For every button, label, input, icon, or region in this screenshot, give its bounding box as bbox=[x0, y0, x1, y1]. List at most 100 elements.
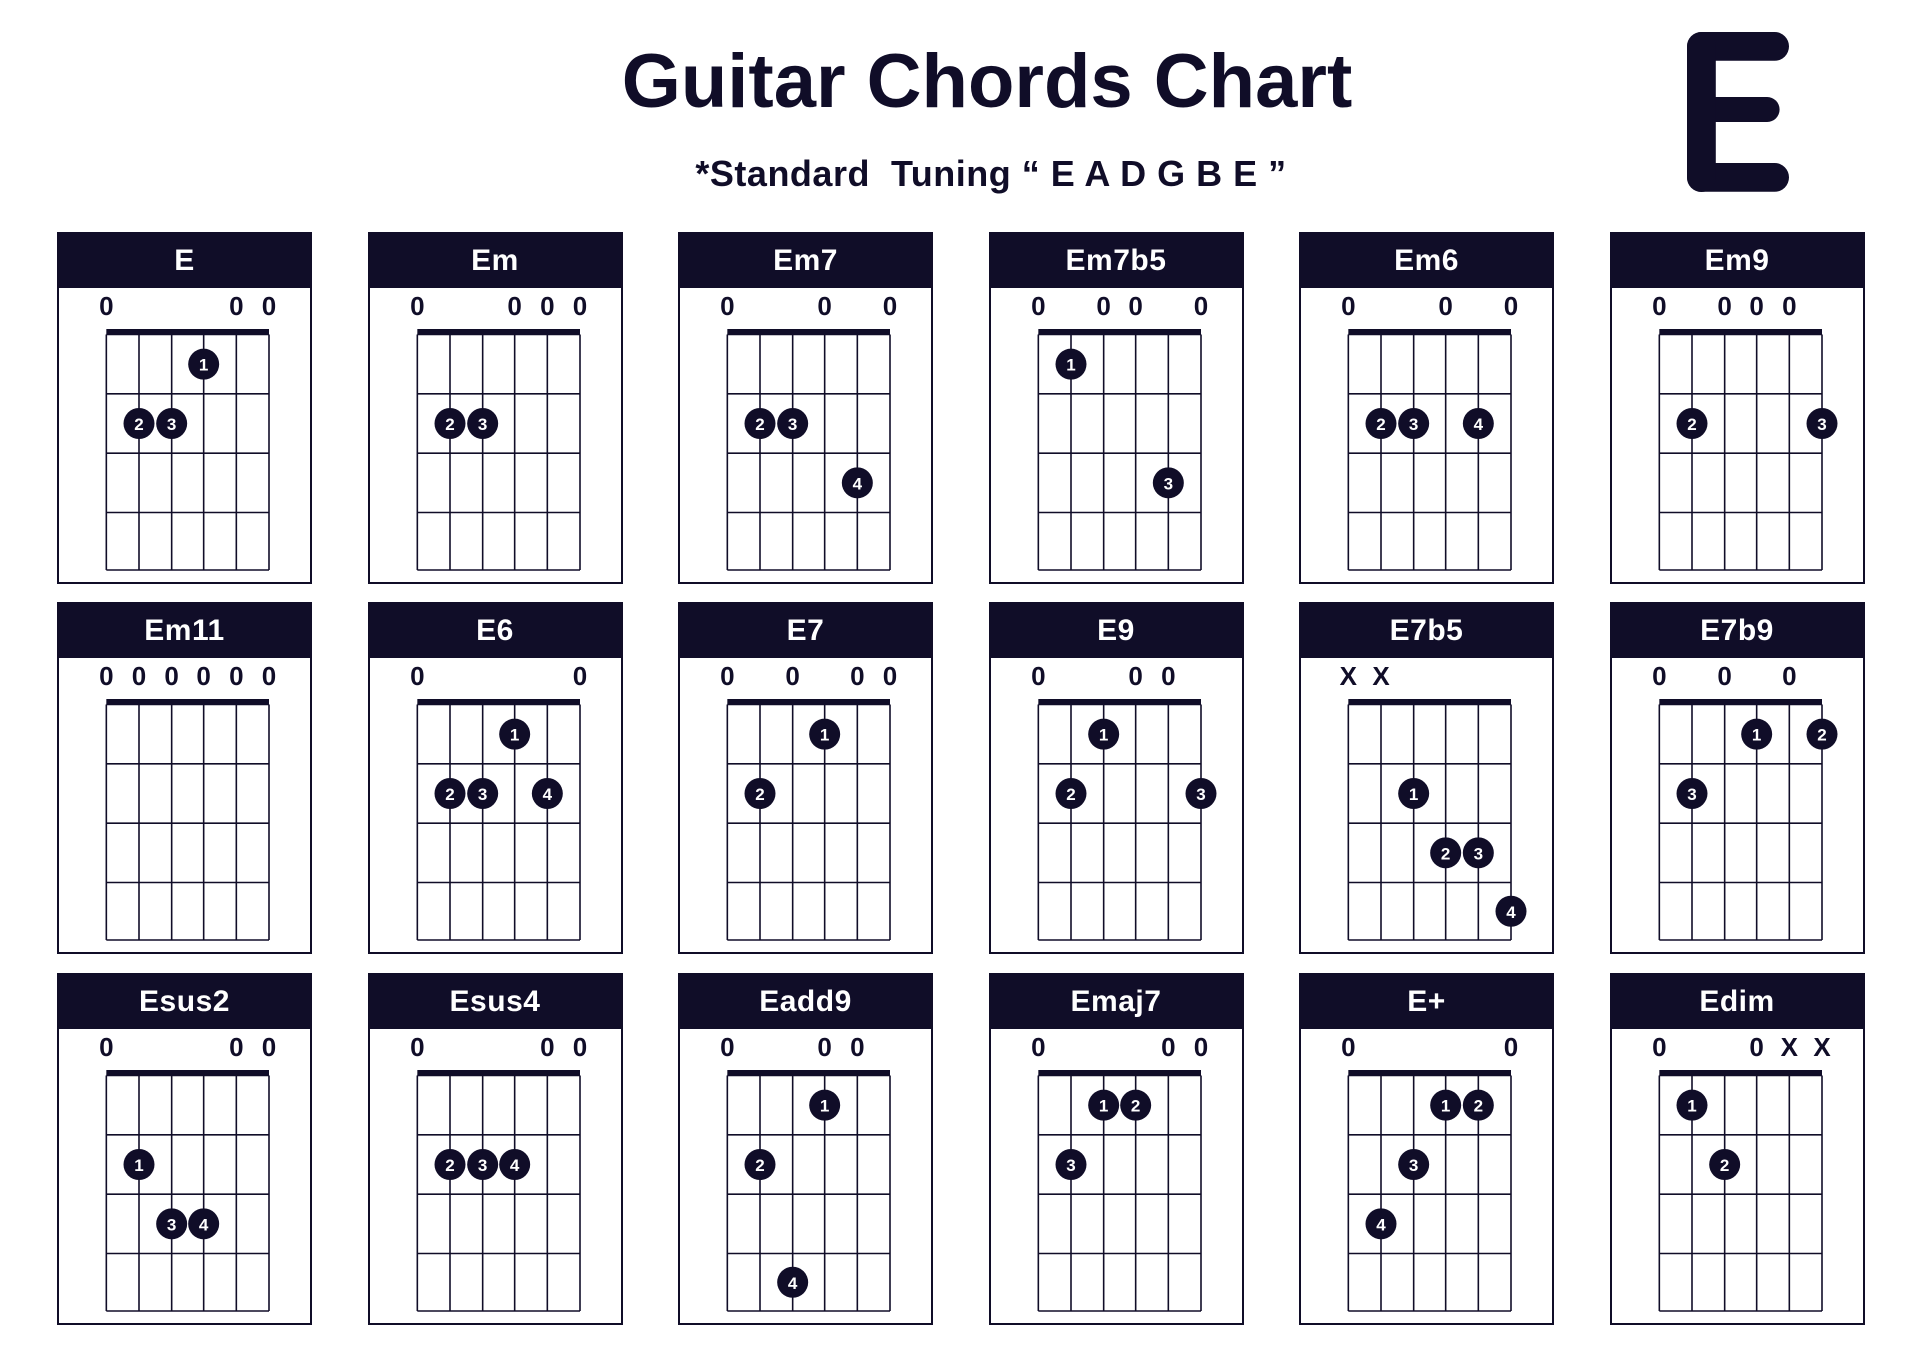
svg-text:2: 2 bbox=[1817, 726, 1826, 745]
svg-text:0: 0 bbox=[262, 1032, 276, 1062]
svg-text:1: 1 bbox=[1409, 785, 1418, 804]
svg-text:2: 2 bbox=[1441, 845, 1450, 864]
svg-text:3: 3 bbox=[1687, 785, 1696, 804]
svg-text:0: 0 bbox=[1193, 291, 1207, 321]
svg-text:0: 0 bbox=[540, 1032, 554, 1062]
svg-text:0: 0 bbox=[720, 661, 734, 691]
svg-text:3: 3 bbox=[477, 1156, 486, 1175]
svg-text:2: 2 bbox=[445, 415, 454, 434]
svg-text:0: 0 bbox=[1161, 661, 1175, 691]
svg-text:0: 0 bbox=[507, 291, 521, 321]
svg-text:0: 0 bbox=[229, 1032, 243, 1062]
svg-text:1: 1 bbox=[1066, 356, 1075, 375]
svg-text:0: 0 bbox=[132, 661, 146, 691]
svg-text:4: 4 bbox=[853, 474, 863, 493]
svg-text:0: 0 bbox=[410, 661, 424, 691]
svg-text:0: 0 bbox=[1782, 291, 1796, 321]
svg-text:3: 3 bbox=[167, 415, 176, 434]
svg-text:3: 3 bbox=[167, 1215, 176, 1234]
svg-text:0: 0 bbox=[1717, 661, 1731, 691]
svg-text:0: 0 bbox=[572, 291, 586, 321]
svg-text:2: 2 bbox=[1687, 415, 1696, 434]
svg-text:2: 2 bbox=[1719, 1156, 1728, 1175]
svg-text:0: 0 bbox=[1717, 291, 1731, 321]
svg-text:3: 3 bbox=[1817, 415, 1826, 434]
svg-text:2: 2 bbox=[445, 1156, 454, 1175]
svg-text:2: 2 bbox=[445, 785, 454, 804]
svg-text:1: 1 bbox=[199, 356, 208, 375]
svg-text:4: 4 bbox=[509, 1156, 519, 1175]
svg-text:X: X bbox=[1372, 661, 1390, 691]
svg-text:0: 0 bbox=[883, 291, 897, 321]
svg-text:0: 0 bbox=[1031, 661, 1045, 691]
svg-text:0: 0 bbox=[410, 291, 424, 321]
svg-text:0: 0 bbox=[1341, 1032, 1355, 1062]
svg-text:1: 1 bbox=[1751, 726, 1760, 745]
svg-text:1: 1 bbox=[1098, 726, 1107, 745]
svg-text:2: 2 bbox=[1376, 415, 1385, 434]
svg-text:4: 4 bbox=[542, 785, 552, 804]
svg-text:3: 3 bbox=[477, 785, 486, 804]
svg-text:1: 1 bbox=[820, 1096, 829, 1115]
svg-text:0: 0 bbox=[1652, 661, 1666, 691]
svg-text:0: 0 bbox=[1749, 291, 1763, 321]
svg-text:2: 2 bbox=[755, 1156, 764, 1175]
svg-text:0: 0 bbox=[1652, 1032, 1666, 1062]
svg-text:X: X bbox=[1340, 661, 1358, 691]
svg-text:0: 0 bbox=[229, 661, 243, 691]
svg-text:1: 1 bbox=[134, 1156, 143, 1175]
svg-text:4: 4 bbox=[1506, 903, 1516, 922]
svg-text:0: 0 bbox=[720, 1032, 734, 1062]
svg-text:2: 2 bbox=[1066, 785, 1075, 804]
svg-text:0: 0 bbox=[1504, 1032, 1518, 1062]
svg-text:0: 0 bbox=[1128, 291, 1142, 321]
svg-text:X: X bbox=[1813, 1032, 1831, 1062]
svg-text:0: 0 bbox=[1341, 291, 1355, 321]
svg-text:1: 1 bbox=[1441, 1096, 1450, 1115]
svg-text:0: 0 bbox=[262, 661, 276, 691]
svg-text:0: 0 bbox=[1161, 1032, 1175, 1062]
svg-text:0: 0 bbox=[817, 1032, 831, 1062]
svg-text:0: 0 bbox=[164, 661, 178, 691]
svg-text:0: 0 bbox=[817, 291, 831, 321]
svg-text:0: 0 bbox=[572, 1032, 586, 1062]
svg-text:0: 0 bbox=[785, 661, 799, 691]
svg-text:3: 3 bbox=[1163, 474, 1172, 493]
svg-text:0: 0 bbox=[410, 1032, 424, 1062]
svg-text:0: 0 bbox=[1504, 291, 1518, 321]
svg-text:3: 3 bbox=[477, 415, 486, 434]
svg-text:4: 4 bbox=[199, 1215, 209, 1234]
svg-text:0: 0 bbox=[1749, 1032, 1763, 1062]
svg-text:X: X bbox=[1780, 1032, 1798, 1062]
svg-text:0: 0 bbox=[850, 661, 864, 691]
svg-text:2: 2 bbox=[1130, 1096, 1139, 1115]
svg-text:1: 1 bbox=[1687, 1096, 1696, 1115]
svg-text:0: 0 bbox=[1652, 291, 1666, 321]
svg-text:0: 0 bbox=[99, 661, 113, 691]
svg-text:0: 0 bbox=[229, 291, 243, 321]
svg-text:0: 0 bbox=[1782, 661, 1796, 691]
svg-text:3: 3 bbox=[1066, 1156, 1075, 1175]
svg-text:3: 3 bbox=[1409, 415, 1418, 434]
svg-text:0: 0 bbox=[99, 1032, 113, 1062]
svg-text:1: 1 bbox=[509, 726, 518, 745]
svg-text:0: 0 bbox=[262, 291, 276, 321]
svg-text:0: 0 bbox=[196, 661, 210, 691]
svg-text:1: 1 bbox=[1098, 1096, 1107, 1115]
svg-text:3: 3 bbox=[788, 415, 797, 434]
svg-text:0: 0 bbox=[883, 661, 897, 691]
svg-text:4: 4 bbox=[1474, 415, 1484, 434]
svg-text:0: 0 bbox=[1438, 291, 1452, 321]
svg-text:3: 3 bbox=[1196, 785, 1205, 804]
svg-text:0: 0 bbox=[1128, 661, 1142, 691]
svg-text:2: 2 bbox=[1474, 1096, 1483, 1115]
svg-text:2: 2 bbox=[755, 415, 764, 434]
svg-text:0: 0 bbox=[720, 291, 734, 321]
svg-text:2: 2 bbox=[755, 785, 764, 804]
svg-text:3: 3 bbox=[1474, 845, 1483, 864]
svg-text:0: 0 bbox=[1096, 291, 1110, 321]
svg-text:0: 0 bbox=[99, 291, 113, 321]
svg-text:0: 0 bbox=[572, 661, 586, 691]
svg-text:0: 0 bbox=[1193, 1032, 1207, 1062]
svg-text:0: 0 bbox=[1031, 1032, 1045, 1062]
